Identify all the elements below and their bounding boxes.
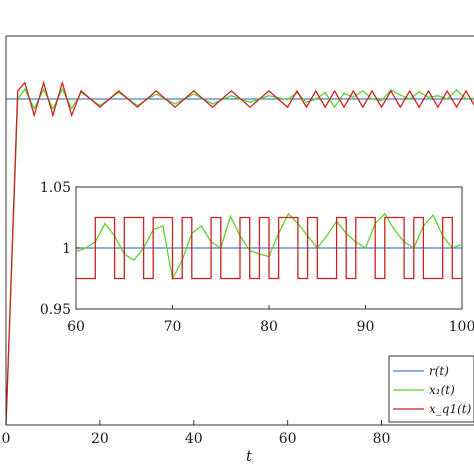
- main-x-ticks: 0 20 40 60 80: [2, 420, 391, 447]
- inset-plot: 60 70 80 90 100 0.95 1 1.05: [40, 180, 474, 335]
- main-x-tick-label: 20: [91, 431, 109, 447]
- main-series-xq1: [5, 80, 474, 426]
- legend: r(t) x₁(t) x_q1(t): [388, 355, 474, 423]
- inset-x-tick-label: 80: [260, 319, 278, 335]
- main-series-group: [5, 80, 474, 426]
- main-x-tick-label: 0: [2, 431, 11, 447]
- legend-label-xq1: x_q1(t): [429, 402, 472, 416]
- inset-y-tick-label: 1: [62, 241, 71, 257]
- inset-x-tick-label: 100: [449, 319, 474, 335]
- main-x-tick-label: 60: [279, 431, 297, 447]
- main-x-tick-label: 40: [185, 431, 203, 447]
- inset-y-tick-label: 0.95: [40, 302, 71, 318]
- inset-x-ticks: 60 70 80 90 100: [67, 305, 474, 335]
- inset-y-tick-label: 1.05: [40, 180, 71, 196]
- main-plot: 0 20 40 60 80 t: [2, 35, 474, 465]
- legend-label-r: r(t): [429, 364, 449, 378]
- inset-x-tick-label: 90: [357, 319, 375, 335]
- legend-frame: [388, 355, 474, 423]
- inset-y-ticks: 0.95 1 1.05: [40, 180, 80, 318]
- inset-series-xq1: [76, 216, 462, 280]
- x-axis-label: t: [246, 447, 253, 465]
- legend-label-x1: x₁(t): [429, 383, 455, 397]
- inset-x-tick-label: 60: [67, 319, 85, 335]
- main-x-tick-label: 80: [373, 431, 391, 447]
- inset-x-tick-label: 70: [164, 319, 182, 335]
- inset-series-group: [75, 212, 463, 281]
